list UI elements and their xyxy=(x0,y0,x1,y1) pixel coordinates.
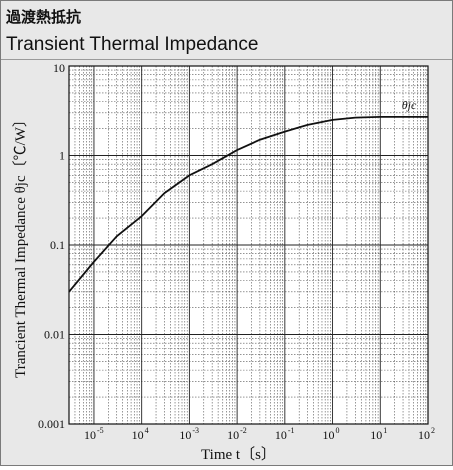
y-tick-label: 10 xyxy=(53,61,65,75)
x-tick-exponent: 1 xyxy=(383,426,387,435)
x-tick-label: 10 -2 xyxy=(227,426,247,442)
x-tick-exponent: -5 xyxy=(97,426,104,435)
x-tick-label: 10 -3 xyxy=(179,426,199,442)
x-tick-label: 10 -5 xyxy=(84,426,104,442)
x-tick-label: 10 0 xyxy=(323,426,340,442)
y-tick-label: 0.1 xyxy=(50,238,65,252)
series-line-theta-jc xyxy=(68,115,428,293)
x-tick-base: 10 xyxy=(84,428,96,442)
chart-title-english: Transient Thermal Impedance xyxy=(6,34,259,55)
x-axis-label: Time t〔s〕 xyxy=(201,446,276,463)
major-grid xyxy=(69,66,428,424)
series-label-theta-jc: θjc xyxy=(402,98,417,112)
x-tick-label: 10 -1 xyxy=(275,426,295,442)
y-axis-label: Trancient Thermal Impedance θjc〔℃/W〕 xyxy=(12,112,29,378)
x-tick-exponent: -3 xyxy=(192,426,199,435)
x-tick-exponent: 0 xyxy=(336,426,340,435)
x-tick-exponent: 4 xyxy=(145,426,149,435)
x-tick-base: 10 xyxy=(418,428,430,442)
x-tick-base: 10 xyxy=(323,428,335,442)
chart-area: θjc 0.001 0.01 0.1 1 10 10 -5 10 4 10 -3 10 -2 10 -1 10 0… xyxy=(1,60,452,465)
y-tick-label: 0.001 xyxy=(38,417,65,431)
x-tick-base: 10 xyxy=(179,428,191,442)
x-tick-exponent: -2 xyxy=(240,426,247,435)
x-tick-label: 10 2 xyxy=(418,426,435,442)
y-tick-label: 1 xyxy=(59,149,65,163)
plot-border xyxy=(68,65,429,425)
title-block: 過渡熱抵抗 Transient Thermal Impedance xyxy=(1,1,452,60)
x-tick-exponent: 2 xyxy=(431,426,435,435)
x-tick-base: 10 xyxy=(275,428,287,442)
x-tick-label: 10 1 xyxy=(370,426,387,442)
x-tick-base: 10 xyxy=(370,428,382,442)
x-tick-label: 10 4 xyxy=(132,426,149,442)
chart-title-japanese: 過渡熱抵抗 xyxy=(6,8,82,26)
x-tick-exponent: -1 xyxy=(288,426,295,435)
x-tick-base: 10 xyxy=(132,428,144,442)
x-tick-base: 10 xyxy=(227,428,239,442)
minor-grid xyxy=(69,66,428,424)
y-tick-label: 0.01 xyxy=(44,328,65,342)
